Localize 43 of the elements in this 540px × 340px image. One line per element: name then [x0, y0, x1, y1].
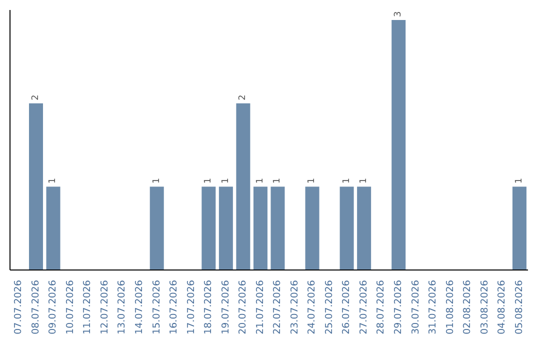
- data-label: 1: [514, 178, 524, 184]
- x-tick-label: 16.07.2026: [168, 280, 180, 334]
- x-tick-label: 13.07.2026: [116, 280, 128, 334]
- x-tick-label: 21.07.2026: [254, 280, 266, 334]
- x-tick-label: 08.07.2026: [30, 280, 42, 334]
- x-tick-label: 01.08.2026: [444, 280, 456, 334]
- x-tick-label: 18.07.2026: [203, 280, 214, 334]
- x-tick-label: 03.08.2026: [479, 280, 490, 334]
- x-tick-label: 17.07.2026: [186, 280, 197, 334]
- data-label: 1: [359, 178, 370, 184]
- x-tick-label: 22.07.2026: [272, 280, 284, 334]
- x-tick-label: 02.08.2026: [462, 280, 474, 334]
- x-tick-label: 30.07.2026: [410, 280, 422, 334]
- x-tick-label: 28.07.2026: [376, 280, 387, 334]
- x-tick-label: 25.07.2026: [324, 280, 335, 334]
- data-label: 3: [394, 11, 404, 17]
- data-label: 1: [204, 178, 214, 184]
- data-label: 1: [48, 178, 58, 184]
- data-label: 1: [342, 178, 352, 184]
- x-tick-label: 23.07.2026: [289, 280, 300, 334]
- data-label: 1: [220, 178, 231, 184]
- x-tick-label: 26.07.2026: [341, 280, 352, 334]
- data-label: 1: [255, 178, 266, 184]
- data-label: 1: [152, 178, 162, 184]
- x-tick-label: 27.07.2026: [358, 280, 370, 334]
- x-tick-label: 15.07.2026: [151, 280, 162, 334]
- x-tick-label: 09.07.2026: [48, 280, 59, 334]
- x-tick-label: 31.07.2026: [428, 280, 439, 334]
- x-tick-label: 14.07.2026: [134, 280, 145, 334]
- data-label: 1: [307, 178, 318, 184]
- data-label: 2: [30, 94, 41, 100]
- x-tick-label: 29.07.2026: [393, 280, 404, 334]
- x-tick-label: 10.07.2026: [64, 280, 76, 334]
- x-tick-label: 11.07.2026: [82, 280, 94, 334]
- x-tick-label: 24.07.2026: [306, 280, 318, 334]
- x-tick-label: 12.07.2026: [99, 280, 110, 334]
- data-label: 2: [238, 94, 248, 100]
- x-tick-label: 04.08.2026: [496, 280, 508, 334]
- x-tick-label: 20.07.2026: [238, 280, 249, 334]
- x-tick-label: 07.07.2026: [13, 280, 24, 334]
- x-tick-label: 19.07.2026: [220, 280, 232, 334]
- x-tick-label: 05.08.2026: [514, 280, 525, 334]
- data-label: 1: [272, 178, 283, 184]
